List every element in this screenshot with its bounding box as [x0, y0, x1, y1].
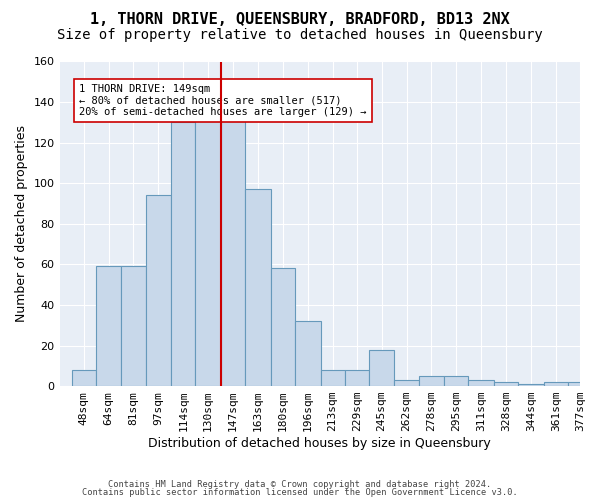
Bar	[121, 266, 146, 386]
Bar	[444, 376, 469, 386]
Bar	[196, 120, 221, 386]
Bar	[568, 382, 592, 386]
Bar	[171, 122, 196, 386]
Bar	[419, 376, 444, 386]
Bar	[96, 266, 121, 386]
Text: 1 THORN DRIVE: 149sqm
← 80% of detached houses are smaller (517)
20% of semi-det: 1 THORN DRIVE: 149sqm ← 80% of detached …	[79, 84, 367, 117]
Text: Contains HM Land Registry data © Crown copyright and database right 2024.: Contains HM Land Registry data © Crown c…	[109, 480, 491, 489]
Bar	[344, 370, 369, 386]
Y-axis label: Number of detached properties: Number of detached properties	[15, 126, 28, 322]
Bar	[320, 370, 344, 386]
X-axis label: Distribution of detached houses by size in Queensbury: Distribution of detached houses by size …	[148, 437, 491, 450]
Bar	[469, 380, 494, 386]
Bar	[394, 380, 419, 386]
Bar	[544, 382, 568, 386]
Bar	[369, 350, 394, 386]
Bar	[295, 321, 320, 386]
Bar	[245, 190, 271, 386]
Text: 1, THORN DRIVE, QUEENSBURY, BRADFORD, BD13 2NX: 1, THORN DRIVE, QUEENSBURY, BRADFORD, BD…	[90, 12, 510, 28]
Bar	[71, 370, 96, 386]
Text: Contains public sector information licensed under the Open Government Licence v3: Contains public sector information licen…	[82, 488, 518, 497]
Bar	[271, 268, 295, 386]
Text: Size of property relative to detached houses in Queensbury: Size of property relative to detached ho…	[57, 28, 543, 42]
Bar	[146, 196, 171, 386]
Bar	[494, 382, 518, 386]
Bar	[518, 384, 544, 386]
Bar	[221, 118, 245, 386]
